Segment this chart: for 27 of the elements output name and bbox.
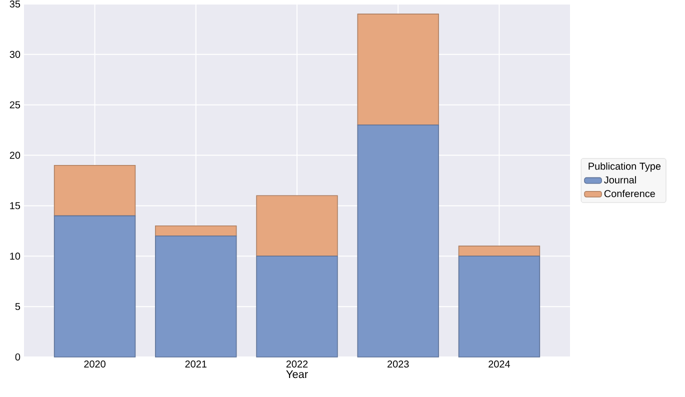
- x-axis-title: Year: [286, 370, 308, 378]
- bar: [155, 236, 237, 358]
- legend-label: Journal: [604, 176, 636, 184]
- y-tick-label: 10: [10, 252, 20, 260]
- y-tick-label: 0: [15, 353, 20, 361]
- y-tick-label: 30: [10, 50, 20, 58]
- bar: [357, 124, 439, 358]
- y-tick-label: 25: [10, 101, 20, 108]
- bar: [155, 225, 237, 236]
- bar: [357, 14, 439, 126]
- bar: [458, 256, 540, 358]
- bar: [54, 215, 136, 358]
- bar: [54, 164, 136, 216]
- y-tick-label: 35: [10, 0, 20, 8]
- legend-label: Conference: [604, 190, 655, 198]
- bar: [256, 195, 338, 257]
- y-tick-label: 20: [10, 152, 20, 159]
- bar: [458, 246, 540, 257]
- x-tick-label: 2023: [388, 360, 409, 368]
- x-tick-label: 2021: [185, 360, 206, 368]
- bar: [256, 256, 338, 358]
- x-tick-label: 2020: [84, 360, 106, 368]
- y-tick-label: 5: [15, 303, 20, 310]
- legend-title: Publication Type: [588, 162, 661, 172]
- x-tick-label: 2022: [286, 360, 308, 368]
- x-tick-label: 2024: [488, 360, 510, 368]
- y-tick-label: 15: [10, 202, 20, 210]
